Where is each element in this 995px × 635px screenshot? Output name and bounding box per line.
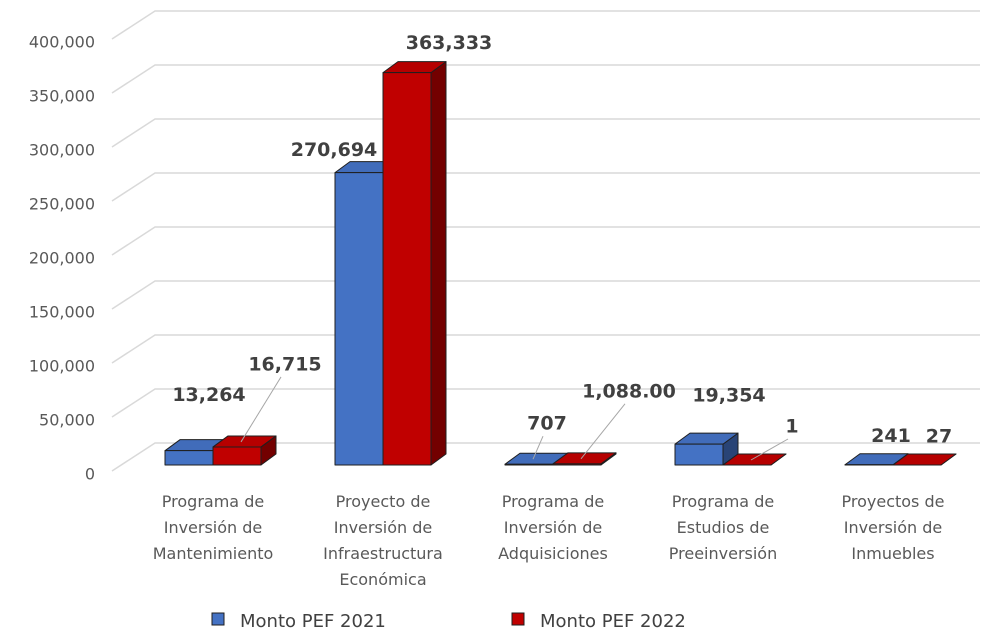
x-tick-line: Infraestructura xyxy=(323,544,443,563)
x-tick-line: Inversión de xyxy=(844,518,943,537)
grid-line xyxy=(111,334,980,364)
bar xyxy=(504,463,554,466)
x-tick-label: Proyecto de Inversión de Infraestructura Ec… xyxy=(323,492,443,589)
x-tick-line: Inversión de xyxy=(504,518,603,537)
bar xyxy=(382,72,432,466)
y-tick-label: 200,000 xyxy=(29,249,95,268)
grid-line xyxy=(111,64,980,94)
y-tick-label: 50,000 xyxy=(39,411,95,430)
bar-side xyxy=(430,61,447,466)
x-tick-label: Programa de Inversión de Adquisiciones xyxy=(498,492,608,563)
grid-line xyxy=(111,388,980,418)
x-tick-line: Mantenimiento xyxy=(153,544,274,563)
x-tick-line: Adquisiciones xyxy=(498,544,608,563)
bar xyxy=(334,172,384,466)
leader-line xyxy=(750,438,789,461)
y-tick-label: 400,000 xyxy=(29,33,95,52)
x-tick-line: Estudios de xyxy=(677,518,770,537)
value-label: 1 xyxy=(785,415,798,437)
y-tick-label: 150,000 xyxy=(29,303,95,322)
value-label: 270,694 xyxy=(291,139,378,161)
grid-line xyxy=(111,172,980,202)
bar xyxy=(164,450,214,466)
leader-line xyxy=(532,436,544,460)
value-label: 241 xyxy=(871,425,911,447)
legend-label: Monto PEF 2021 xyxy=(240,611,386,632)
bar xyxy=(212,446,262,466)
x-tick-label: Proyectos de Inversión de Inmuebles xyxy=(842,492,945,563)
x-tick-line: Programa de xyxy=(672,492,774,511)
x-tick-line: Proyectos de xyxy=(842,492,945,511)
y-tick-label: 300,000 xyxy=(29,141,95,160)
x-tick-label: Programa de Inversión de Mantenimiento xyxy=(153,492,274,563)
value-label: 363,333 xyxy=(406,32,493,54)
y-tick-label: 0 xyxy=(85,465,95,484)
x-tick-line: Proyecto de xyxy=(336,492,431,511)
value-label: 13,264 xyxy=(172,384,245,406)
value-label: 16,715 xyxy=(248,353,321,375)
value-label: 19,354 xyxy=(692,385,765,407)
x-tick-line: Inversión de xyxy=(164,518,263,537)
legend-swatch xyxy=(211,612,225,626)
x-tick-line: Programa de xyxy=(162,492,264,511)
legend-label: Monto PEF 2022 xyxy=(540,611,686,632)
grid-line xyxy=(111,280,980,310)
y-tick-label: 100,000 xyxy=(29,357,95,376)
y-tick-label: 250,000 xyxy=(29,195,95,214)
x-tick-line: Programa de xyxy=(502,492,604,511)
x-tick-line: Inmuebles xyxy=(851,544,934,563)
x-tick-line: Inversión de xyxy=(334,518,433,537)
grid-line xyxy=(111,10,980,40)
value-label: 1,088.00 xyxy=(582,380,676,402)
leader-line xyxy=(240,376,282,443)
y-tick-label: 350,000 xyxy=(29,87,95,106)
bar xyxy=(674,443,724,466)
x-tick-label: Programa de Estudios de Preeinversión xyxy=(669,492,777,563)
value-label: 27 xyxy=(926,425,952,447)
bar xyxy=(552,463,602,466)
x-tick-line: Económica xyxy=(339,570,426,589)
grid-line xyxy=(111,118,980,148)
x-tick-line: Preeinversión xyxy=(669,544,777,563)
leader-line xyxy=(580,403,626,460)
value-label: 707 xyxy=(527,413,567,435)
legend-swatch xyxy=(511,612,525,626)
grid-line xyxy=(111,226,980,256)
